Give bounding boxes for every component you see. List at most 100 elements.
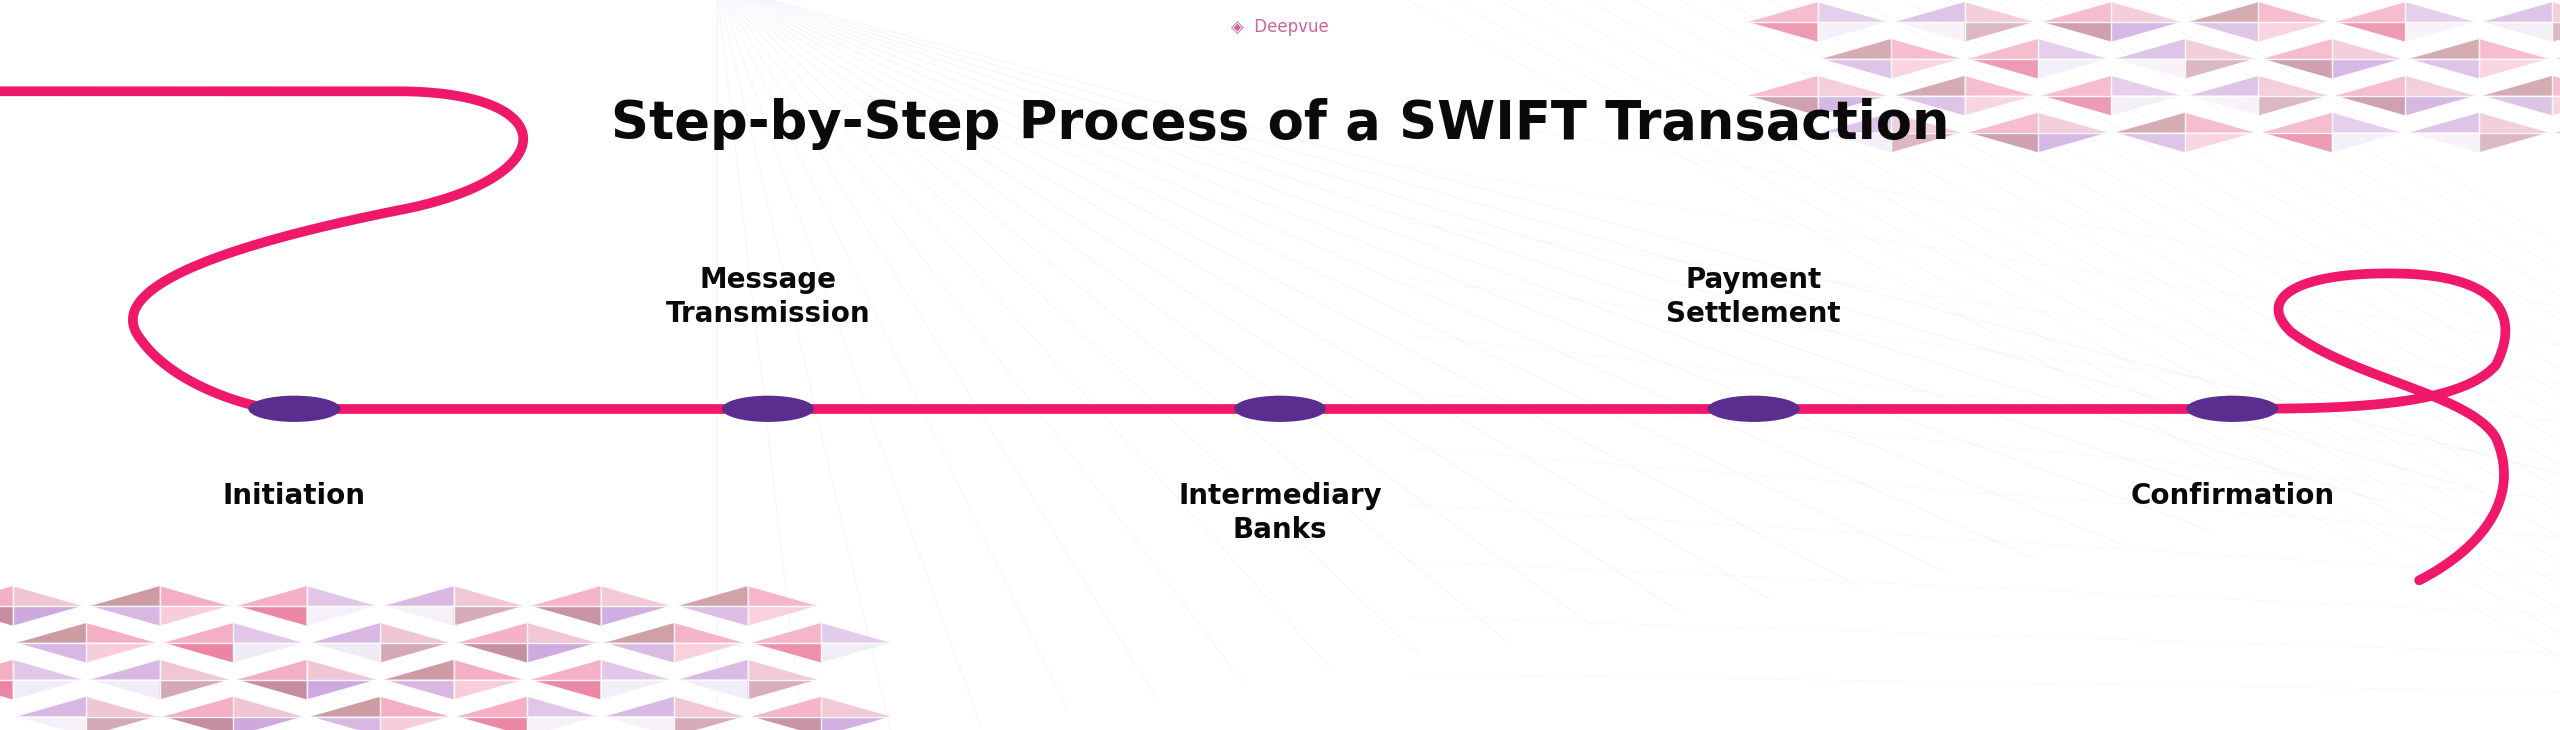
Polygon shape — [87, 585, 159, 606]
Polygon shape — [602, 680, 673, 700]
Circle shape — [1708, 396, 1800, 422]
Polygon shape — [13, 585, 84, 606]
Polygon shape — [1892, 75, 1964, 96]
Polygon shape — [2478, 59, 2550, 80]
Polygon shape — [1892, 39, 1964, 59]
Polygon shape — [381, 585, 453, 606]
Polygon shape — [2112, 96, 2184, 116]
Polygon shape — [456, 623, 527, 643]
Polygon shape — [2260, 133, 2332, 153]
Text: ◈  Deepvue: ◈ Deepvue — [1231, 18, 1329, 36]
Polygon shape — [2112, 75, 2184, 96]
Polygon shape — [13, 606, 84, 626]
Polygon shape — [2332, 112, 2404, 133]
Polygon shape — [2258, 75, 2330, 96]
Polygon shape — [750, 696, 822, 717]
Polygon shape — [1820, 59, 1892, 80]
Polygon shape — [676, 659, 748, 680]
Polygon shape — [456, 696, 527, 717]
Polygon shape — [2186, 22, 2258, 42]
Polygon shape — [381, 606, 453, 626]
Polygon shape — [2406, 112, 2478, 133]
Polygon shape — [87, 623, 159, 643]
Text: Intermediary
Banks: Intermediary Banks — [1178, 482, 1382, 545]
Polygon shape — [87, 717, 159, 730]
Polygon shape — [13, 680, 84, 700]
Polygon shape — [1746, 1, 1818, 22]
Polygon shape — [2038, 39, 2109, 59]
Polygon shape — [750, 623, 822, 643]
Polygon shape — [2258, 96, 2330, 116]
Polygon shape — [13, 659, 84, 680]
Polygon shape — [2112, 39, 2186, 59]
Circle shape — [248, 396, 340, 422]
Text: Message
Transmission: Message Transmission — [666, 266, 870, 328]
Polygon shape — [310, 643, 379, 664]
Polygon shape — [2406, 1, 2478, 22]
Polygon shape — [2406, 39, 2478, 59]
Polygon shape — [379, 696, 451, 717]
Polygon shape — [381, 680, 453, 700]
Polygon shape — [381, 659, 453, 680]
Polygon shape — [2260, 112, 2332, 133]
Polygon shape — [2481, 1, 2552, 22]
Polygon shape — [161, 643, 233, 664]
Text: Step-by-Step Process of a SWIFT Transaction: Step-by-Step Process of a SWIFT Transact… — [612, 98, 1948, 150]
Polygon shape — [2186, 96, 2258, 116]
Polygon shape — [2555, 59, 2560, 80]
Polygon shape — [2555, 112, 2560, 133]
Polygon shape — [161, 696, 233, 717]
Polygon shape — [1746, 75, 1818, 96]
Polygon shape — [307, 659, 379, 680]
Polygon shape — [2040, 22, 2112, 42]
Polygon shape — [236, 680, 307, 700]
Polygon shape — [527, 643, 599, 664]
Polygon shape — [2335, 96, 2406, 116]
Polygon shape — [307, 680, 379, 700]
Polygon shape — [2186, 112, 2258, 133]
Polygon shape — [1892, 1, 1964, 22]
Polygon shape — [602, 623, 673, 643]
Polygon shape — [2332, 59, 2404, 80]
Polygon shape — [159, 585, 230, 606]
Polygon shape — [2552, 75, 2560, 96]
Polygon shape — [1820, 112, 1892, 133]
Polygon shape — [2112, 112, 2186, 133]
Polygon shape — [453, 606, 525, 626]
Polygon shape — [2406, 75, 2478, 96]
Polygon shape — [2186, 1, 2258, 22]
Circle shape — [2186, 396, 2278, 422]
Polygon shape — [822, 696, 893, 717]
Polygon shape — [233, 643, 305, 664]
Polygon shape — [1892, 112, 1964, 133]
Polygon shape — [1892, 59, 1964, 80]
Polygon shape — [310, 696, 379, 717]
Polygon shape — [1966, 112, 2038, 133]
Circle shape — [722, 396, 814, 422]
Polygon shape — [673, 643, 745, 664]
Polygon shape — [2332, 39, 2404, 59]
Polygon shape — [2406, 133, 2478, 153]
Polygon shape — [1746, 22, 1818, 42]
Polygon shape — [2552, 96, 2560, 116]
Polygon shape — [673, 696, 745, 717]
Polygon shape — [2481, 22, 2552, 42]
Polygon shape — [161, 623, 233, 643]
Polygon shape — [1818, 75, 1889, 96]
Polygon shape — [307, 585, 379, 606]
Polygon shape — [1966, 59, 2038, 80]
Polygon shape — [379, 717, 451, 730]
Polygon shape — [0, 659, 13, 680]
Polygon shape — [2332, 133, 2404, 153]
Polygon shape — [159, 680, 230, 700]
Polygon shape — [0, 606, 13, 626]
Polygon shape — [673, 717, 745, 730]
Polygon shape — [159, 659, 230, 680]
Polygon shape — [527, 717, 599, 730]
Polygon shape — [750, 643, 822, 664]
Polygon shape — [1964, 1, 2035, 22]
Polygon shape — [2186, 133, 2258, 153]
Polygon shape — [530, 680, 602, 700]
Polygon shape — [1818, 1, 1889, 22]
Polygon shape — [236, 659, 307, 680]
